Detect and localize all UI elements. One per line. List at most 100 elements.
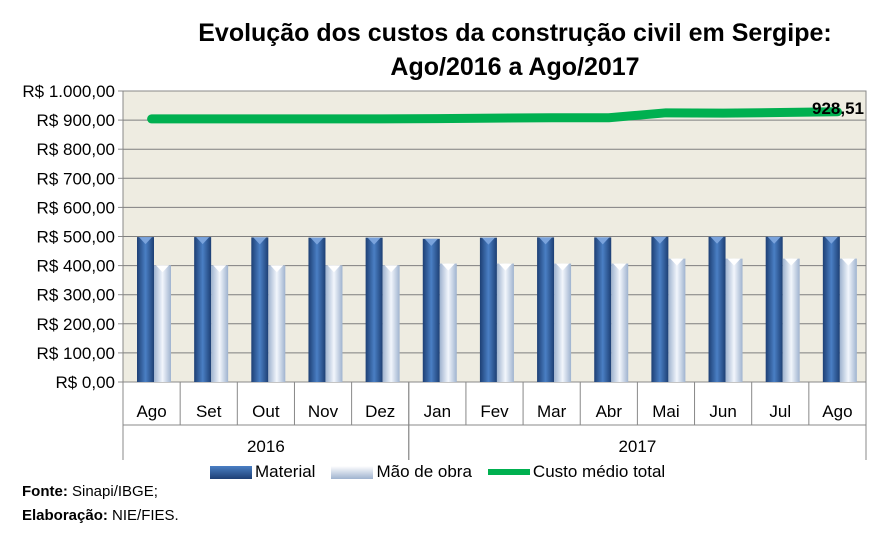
bar-material-cap bbox=[653, 236, 667, 244]
bar-material-cap bbox=[767, 236, 781, 244]
x-tick-label: Dez bbox=[365, 402, 395, 421]
y-tick-label: R$ 100,00 bbox=[37, 344, 115, 363]
line-point bbox=[207, 117, 210, 120]
bar-mao-de-obra-cap bbox=[841, 258, 855, 266]
y-tick-label: R$ 800,00 bbox=[37, 140, 115, 159]
bar-material bbox=[194, 237, 212, 382]
line-point bbox=[436, 117, 439, 120]
legend-custo-medio: Custo médio total bbox=[487, 462, 666, 482]
bar-material bbox=[594, 237, 612, 382]
bar-mao-de-obra-cap bbox=[441, 263, 455, 271]
bar-material-cap bbox=[539, 237, 553, 245]
bar-mao-de-obra bbox=[611, 263, 629, 382]
line-point bbox=[779, 111, 782, 114]
line-point bbox=[493, 117, 496, 120]
x-tick-label: Nov bbox=[308, 402, 339, 421]
chart-title: Evolução dos custos da construção civil … bbox=[190, 16, 840, 84]
legend-swatch bbox=[487, 469, 530, 475]
bar-mao-de-obra-cap bbox=[156, 265, 169, 273]
bar-material-cap bbox=[596, 237, 610, 245]
bar-material-cap bbox=[253, 237, 267, 245]
bar-material bbox=[765, 236, 783, 382]
x-tick-label: Mar bbox=[537, 402, 567, 421]
y-tick-label: R$ 700,00 bbox=[37, 169, 115, 188]
fonte-value: Sinapi/IBGE; bbox=[72, 483, 158, 500]
bar-material bbox=[251, 237, 269, 382]
bar-mao-de-obra-cap bbox=[727, 258, 741, 266]
bar-material-cap bbox=[310, 237, 324, 245]
bar-material-cap bbox=[196, 237, 210, 245]
y-tick-label: R$ 500,00 bbox=[37, 228, 115, 247]
bar-material-cap bbox=[481, 237, 495, 245]
y-tick-label: R$ 200,00 bbox=[37, 315, 115, 334]
bar-material-cap bbox=[424, 238, 438, 246]
legend-swatch bbox=[210, 465, 252, 479]
bar-material bbox=[822, 236, 840, 382]
x-tick-label: Jan bbox=[424, 402, 451, 421]
legend-material: Material bbox=[210, 462, 315, 482]
y-tick-label: R$ 900,00 bbox=[37, 111, 115, 130]
group-label: 2017 bbox=[618, 437, 656, 456]
source-note: Fonte: Sinapi/IBGE; Elaboração: NIE/FIES… bbox=[22, 480, 179, 528]
bar-material bbox=[479, 237, 497, 382]
x-tick-label: Fev bbox=[480, 402, 509, 421]
line-point bbox=[264, 117, 267, 120]
bar-mao-de-obra-cap bbox=[498, 263, 512, 271]
bar-mao-de-obra bbox=[839, 258, 857, 382]
bar-mao-de-obra bbox=[268, 265, 286, 382]
line-point bbox=[550, 116, 553, 119]
group-label: 2016 bbox=[247, 437, 285, 456]
bar-material bbox=[137, 237, 154, 382]
bar-mao-de-obra bbox=[325, 265, 343, 382]
line-point bbox=[322, 117, 325, 120]
legend-mao-de-obra: Mão de obra bbox=[331, 462, 472, 482]
bar-mao-de-obra bbox=[725, 258, 743, 382]
title-line-2: Ago/2016 a Ago/2017 bbox=[390, 53, 640, 81]
y-tick-label: R$ 600,00 bbox=[37, 198, 115, 217]
x-tick-label: Ago bbox=[136, 402, 166, 421]
elaboracao-label: Elaboração: bbox=[22, 507, 108, 524]
bar-material bbox=[708, 236, 726, 382]
y-tick-label: R$ 0,00 bbox=[55, 373, 115, 392]
legend-swatch bbox=[331, 465, 374, 479]
line-point bbox=[836, 110, 839, 113]
bar-mao-de-obra-cap bbox=[784, 258, 798, 266]
bar-material-cap bbox=[367, 237, 381, 245]
legend: Material Mão de obra Custo médio total bbox=[210, 462, 665, 482]
bar-mao-de-obra-cap bbox=[613, 263, 627, 271]
legend-label: Mão de obra bbox=[376, 462, 472, 481]
y-tick-label: R$ 1.000,00 bbox=[22, 82, 115, 101]
bar-mao-de-obra-cap bbox=[327, 265, 341, 273]
bar-mao-de-obra-cap bbox=[213, 265, 227, 273]
bar-mao-de-obra bbox=[382, 265, 400, 382]
bar-mao-de-obra bbox=[554, 263, 572, 382]
x-tick-label: Jul bbox=[769, 402, 791, 421]
line-point bbox=[722, 112, 725, 115]
elaboracao-value: NIE/FIES. bbox=[112, 507, 179, 524]
y-tick-label: R$ 400,00 bbox=[37, 257, 115, 276]
bar-mao-de-obra bbox=[668, 258, 686, 382]
bar-mao-de-obra bbox=[154, 265, 171, 382]
bar-material-cap bbox=[139, 237, 152, 245]
x-tick-label: Jun bbox=[709, 402, 736, 421]
legend-label: Custo médio total bbox=[532, 462, 666, 481]
bar-mao-de-obra bbox=[211, 265, 229, 382]
bar-material bbox=[422, 238, 440, 382]
data-label: 928,51 bbox=[812, 99, 864, 118]
bar-material bbox=[365, 237, 383, 382]
bar-material bbox=[308, 237, 326, 382]
x-tick-label: Out bbox=[252, 402, 280, 421]
fonte-label: Fonte: bbox=[22, 483, 68, 500]
line-point bbox=[379, 117, 382, 120]
x-tick-label: Set bbox=[196, 402, 222, 421]
bar-mao-de-obra bbox=[439, 263, 457, 382]
x-tick-label: Abr bbox=[596, 402, 623, 421]
bar-mao-de-obra bbox=[782, 258, 800, 382]
bar-mao-de-obra-cap bbox=[270, 265, 284, 273]
x-tick-label: Mai bbox=[652, 402, 679, 421]
bar-mao-de-obra-cap bbox=[384, 265, 398, 273]
line-point bbox=[664, 111, 667, 114]
bar-material-cap bbox=[710, 236, 724, 244]
